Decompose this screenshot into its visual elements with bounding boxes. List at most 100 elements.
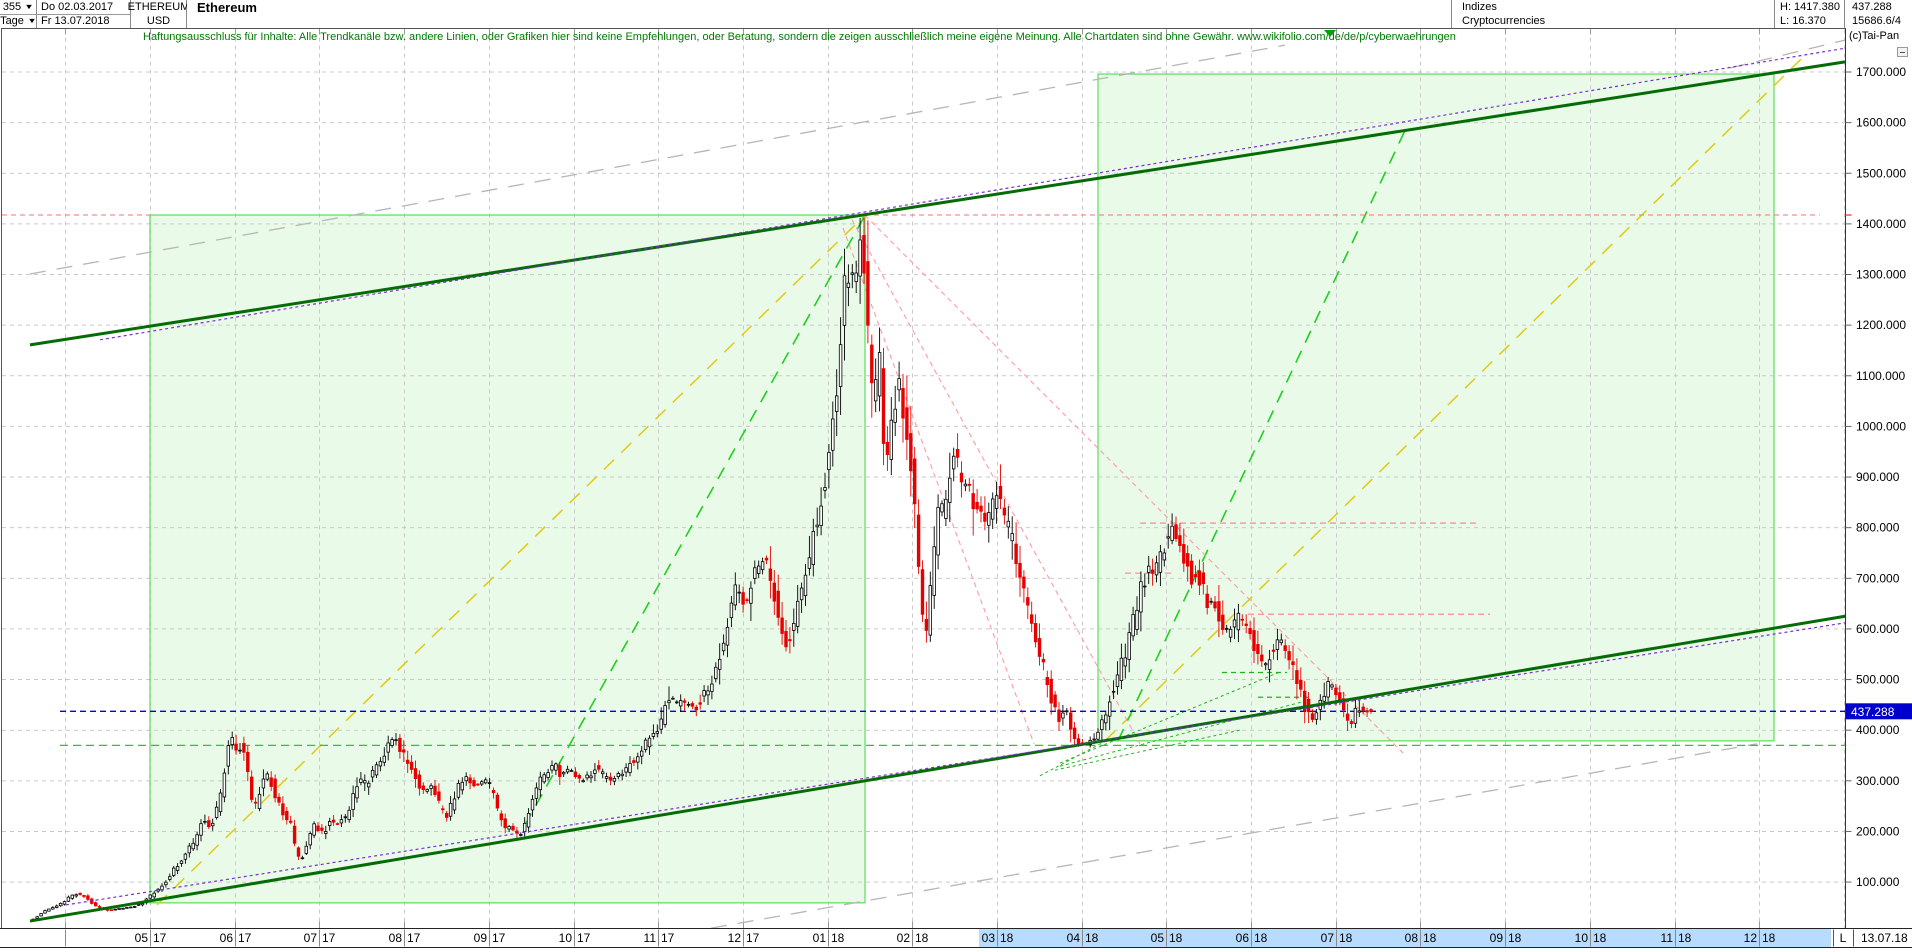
svg-text:07: 07 xyxy=(1321,931,1335,945)
candle-down xyxy=(1283,645,1287,651)
candle-up xyxy=(757,565,761,574)
candle-up xyxy=(324,831,328,834)
candle-up xyxy=(1279,639,1283,644)
candle-up xyxy=(1162,552,1166,561)
candle-up xyxy=(74,894,78,897)
candle-down xyxy=(82,895,86,897)
candle-up xyxy=(721,642,726,652)
candle-down xyxy=(741,592,745,605)
date-to-field[interactable]: Fr 13.07.2018 xyxy=(41,15,110,27)
candle-up xyxy=(1353,707,1358,724)
quote-value-2: 15686.6/4 xyxy=(1852,15,1901,27)
candle-up xyxy=(952,455,956,470)
candle-up xyxy=(382,755,386,763)
green-micro-fan-1 xyxy=(1059,671,1281,764)
candle-up xyxy=(339,819,344,824)
svg-text:18: 18 xyxy=(1085,931,1099,945)
yellow-fan-2018 xyxy=(1104,54,1806,742)
candle-up xyxy=(179,860,184,864)
candle-down xyxy=(920,569,925,615)
svg-text:1500.000: 1500.000 xyxy=(1856,166,1906,180)
candle-down xyxy=(86,895,90,900)
candle-up xyxy=(604,776,609,779)
svg-text:1000.000: 1000.000 xyxy=(1856,419,1906,433)
trend-box-2018-border xyxy=(1097,73,1775,742)
candle-up xyxy=(928,585,932,636)
chart-header: 355 Tage Do 02.03.2017 Fr 13.07.2018 ETH… xyxy=(0,0,1912,28)
date-from-field[interactable]: Do 02.03.2017 xyxy=(41,1,114,13)
candle-up xyxy=(737,591,741,594)
candle-up xyxy=(1330,684,1334,688)
candle-down xyxy=(242,743,246,753)
main-trendline-upper xyxy=(29,60,1846,347)
candle-up xyxy=(667,700,671,704)
candle-down xyxy=(1221,614,1225,630)
trend-boxes-layer xyxy=(150,74,1774,903)
trendlines-layer xyxy=(29,47,1846,923)
candle-up xyxy=(534,787,539,799)
main-trendline-lower xyxy=(29,614,1846,923)
candle-up xyxy=(569,770,574,772)
candle-up xyxy=(1006,520,1010,528)
candle-up xyxy=(889,419,893,460)
candle-down xyxy=(273,778,277,799)
candle-up xyxy=(456,783,461,798)
candle-up xyxy=(1166,536,1170,539)
candle-up xyxy=(538,776,542,791)
candle-down xyxy=(476,783,480,786)
candle-down xyxy=(924,618,929,631)
candle-up xyxy=(1170,525,1174,541)
candle-up xyxy=(550,765,554,771)
candle-down xyxy=(503,818,507,829)
candle-down xyxy=(97,906,102,908)
candle-up xyxy=(460,781,464,791)
candle-up xyxy=(187,845,191,854)
candle-down xyxy=(1150,569,1155,574)
candle-down xyxy=(444,812,449,818)
symbol-currency: USD xyxy=(146,15,171,27)
candle-down xyxy=(253,801,258,804)
trend-box-2017 xyxy=(150,215,865,903)
candle-down xyxy=(967,483,971,486)
x-axis-highlight xyxy=(979,929,1831,947)
candle-up xyxy=(487,782,492,784)
quote-value-1: 437.288 xyxy=(1852,1,1892,13)
svg-text:03: 03 xyxy=(982,931,996,945)
candle-down xyxy=(1069,712,1073,730)
candle-down xyxy=(499,813,503,821)
candle-up xyxy=(125,907,129,909)
svg-text:1600.000: 1600.000 xyxy=(1856,116,1906,130)
candle-down xyxy=(421,785,425,790)
violet-trendline-upper xyxy=(99,47,1846,341)
gray-channel-corner xyxy=(1729,39,1846,69)
candle-down xyxy=(1299,679,1303,690)
taipan-watermark: (c)Tai-Pan xyxy=(1849,30,1900,42)
candle-up xyxy=(624,767,628,773)
svg-text:17: 17 xyxy=(492,931,506,945)
candle-up xyxy=(171,867,176,876)
candle-down xyxy=(780,617,784,634)
candle-up xyxy=(35,916,39,919)
page-title: Ethereum xyxy=(197,0,257,15)
svg-text:10: 10 xyxy=(559,931,573,945)
bars-count-select[interactable]: 355 xyxy=(0,0,36,14)
candle-down xyxy=(468,777,472,784)
svg-text:1200.000: 1200.000 xyxy=(1856,318,1906,332)
candle-up xyxy=(1092,738,1096,741)
candle-up xyxy=(480,781,484,785)
candle-down xyxy=(1248,628,1252,635)
svg-text:12: 12 xyxy=(1744,931,1758,945)
candle-down xyxy=(1349,721,1354,724)
candle-up xyxy=(850,272,854,275)
period-select[interactable]: Tage xyxy=(0,14,36,28)
collapse-chart-button[interactable] xyxy=(1897,47,1908,57)
candle-up xyxy=(585,774,589,779)
candle-down xyxy=(682,700,687,703)
candle-down xyxy=(1205,593,1209,609)
candle-down xyxy=(983,512,987,522)
candle-down xyxy=(975,501,979,510)
candle-up xyxy=(47,908,51,912)
candle-down xyxy=(1338,692,1342,701)
candle-down xyxy=(1197,570,1202,586)
